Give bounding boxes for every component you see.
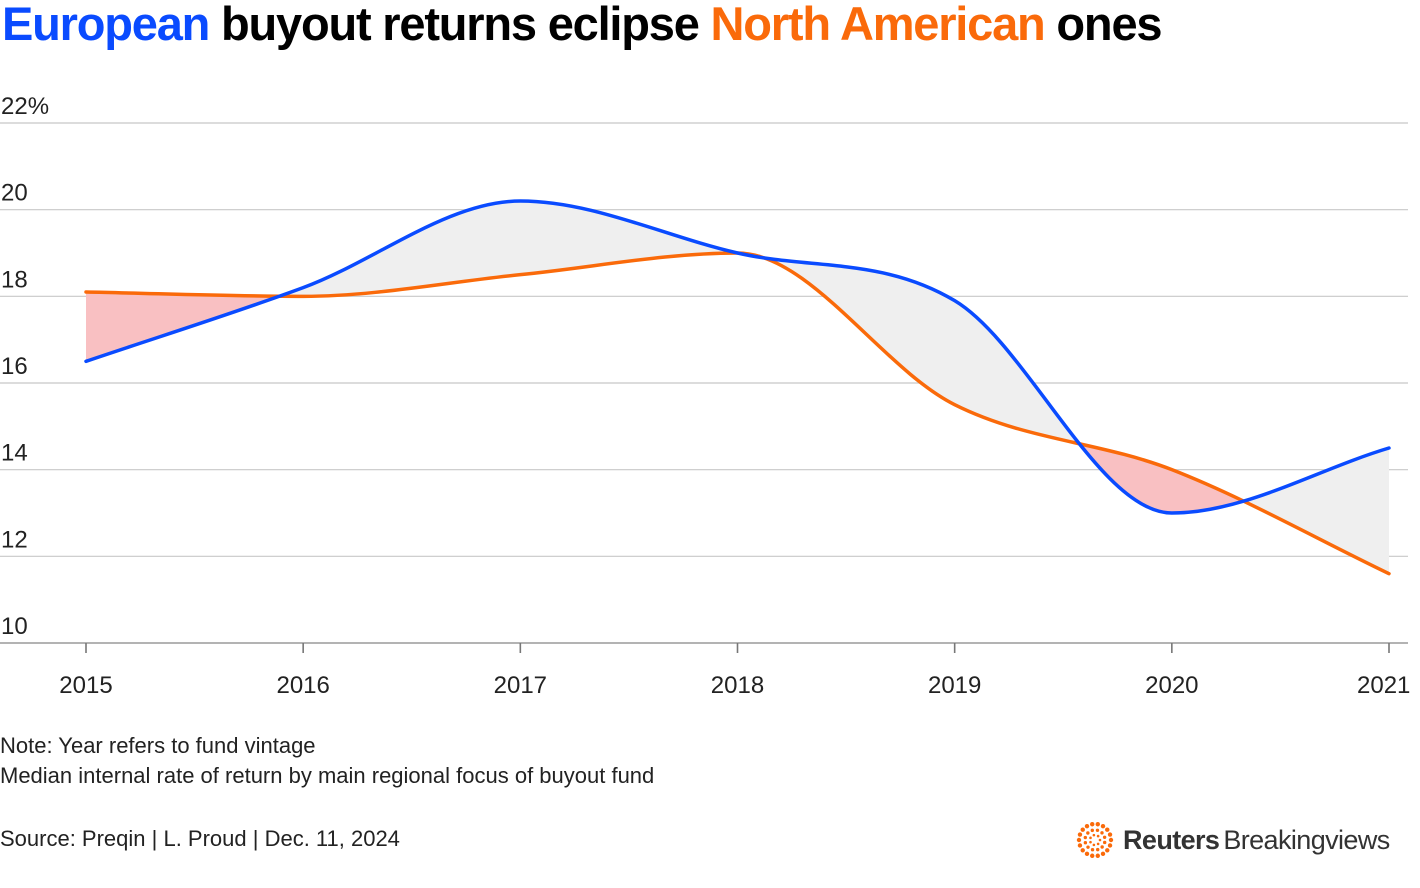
y-tick-label: 22% — [1, 93, 49, 120]
y-tick-label: 16 — [1, 353, 28, 380]
logo-dot — [1083, 835, 1088, 840]
logo-dot — [1084, 851, 1090, 857]
title-end: ones — [1044, 0, 1162, 50]
logo-dot — [1095, 853, 1100, 858]
brand-logo: Reuters Breakingviews — [1075, 818, 1390, 862]
x-tick-label: 2018 — [711, 672, 764, 699]
logo-dot — [1102, 835, 1107, 839]
logo-dot — [1096, 834, 1100, 838]
x-tick-label: 2019 — [928, 672, 981, 699]
logo-dot — [1095, 828, 1100, 833]
y-tick-label: 12 — [1, 526, 28, 553]
brand-breakingviews: Breakingviews — [1223, 824, 1390, 855]
logo-dot — [1089, 840, 1092, 844]
x-tick-label: 2020 — [1145, 672, 1198, 699]
logo-dot — [1083, 841, 1088, 845]
brand-reuters: Reuters — [1123, 824, 1220, 855]
logo-dot — [1095, 822, 1100, 827]
logo-dot — [1100, 823, 1106, 829]
logo-dot — [1105, 827, 1110, 832]
europe-line — [84, 199, 1391, 515]
y-tick-label: 18 — [1, 266, 28, 293]
logo-dot — [1092, 843, 1096, 847]
logo-dot — [1092, 833, 1096, 837]
logo-dot — [1080, 827, 1085, 832]
logo-dot — [1077, 832, 1083, 837]
x-tick-label: 2015 — [59, 672, 112, 699]
logo-dot — [1096, 842, 1100, 846]
logo-dot — [1084, 823, 1090, 829]
logo-dot — [1080, 848, 1085, 853]
x-tick-label: 2017 — [494, 672, 547, 699]
x-tick-label: 2016 — [276, 672, 329, 699]
logo-dot — [1086, 831, 1090, 835]
difference-fill — [86, 201, 1389, 574]
source-line: Source: Preqin | L. Proud | Dec. 11, 202… — [0, 826, 400, 851]
axis-labels: 10 12 14 16 18 20 22% 2015 2016 2017 2018 2019 2020 2… — [1, 93, 1410, 699]
logo-dot — [1096, 847, 1100, 852]
y-tick-label: 14 — [1, 440, 28, 467]
reuters-dot-logo-icon — [1076, 822, 1114, 858]
y-tick-label: 20 — [1, 180, 28, 207]
logo-dot — [1089, 836, 1092, 840]
logo-dot — [1090, 822, 1095, 827]
logo-dot — [1107, 832, 1113, 837]
logo-dot — [1090, 828, 1094, 833]
logo-dot — [1086, 845, 1090, 849]
chart-title: European buyout returns eclipse North Am… — [2, 0, 1163, 51]
logo-dot — [1107, 843, 1113, 848]
logo-dot — [1100, 845, 1104, 849]
logo-dot — [1100, 831, 1104, 835]
logo-dot — [1076, 837, 1082, 843]
line-chart: 10 12 14 16 18 20 22% 2015 2016 2017 2018 2019 2020 2… — [0, 93, 1410, 699]
x-tick-label: 2021 — [1357, 672, 1410, 699]
gridlines — [0, 122, 1408, 644]
note-description: Median internal rate of return by main r… — [0, 763, 655, 788]
logo-dot — [1108, 837, 1114, 843]
logo-dot — [1100, 851, 1106, 857]
logo-dot — [1102, 840, 1107, 845]
title-north-america: North American — [710, 0, 1046, 50]
note-vintage: Note: Year refers to fund vintage — [0, 733, 316, 758]
x-axis-ticks — [85, 643, 1390, 653]
north-america-higher-fill — [86, 201, 1389, 513]
title-europe: European — [2, 0, 210, 50]
logo-dot — [1105, 848, 1110, 853]
logo-dot — [1090, 847, 1095, 852]
logo-dot — [1090, 853, 1095, 858]
logo-dot — [1077, 843, 1083, 848]
title-middle: buyout returns eclipse — [209, 0, 711, 50]
y-tick-label: 10 — [1, 613, 28, 640]
europe-higher-fill — [86, 201, 1389, 574]
north-america-line — [84, 251, 1391, 576]
logo-dot — [1098, 838, 1102, 842]
